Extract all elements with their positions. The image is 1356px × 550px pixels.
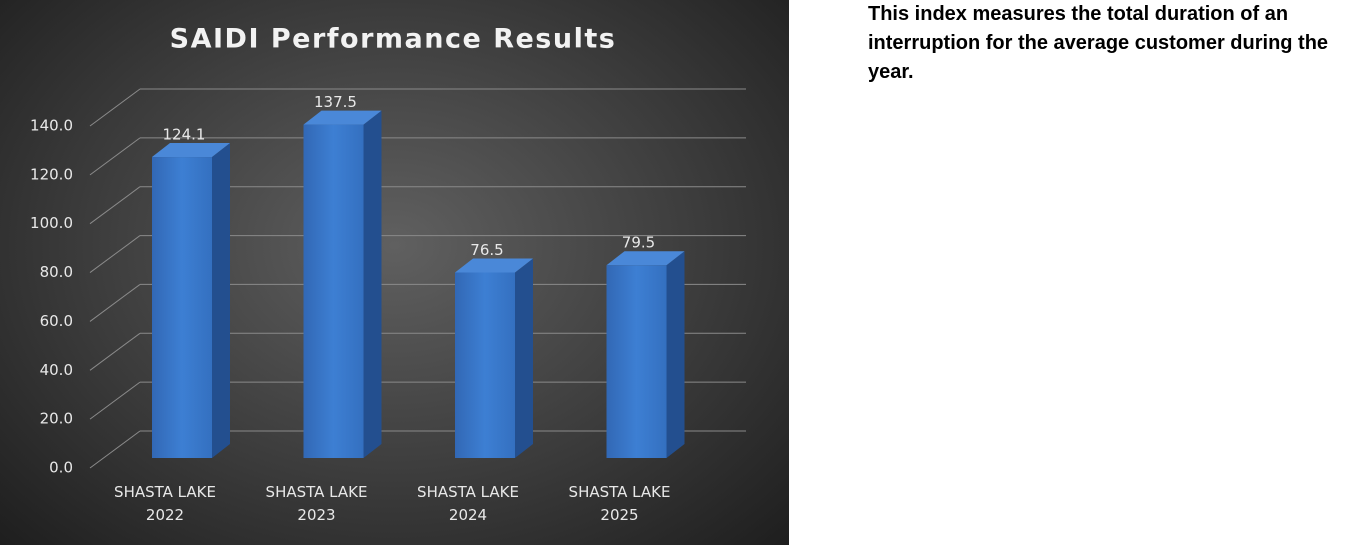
description: This index measures the total duration o…	[868, 3, 1329, 83]
y-tick-label: 100.0	[30, 214, 73, 232]
value-label: 137.5	[314, 93, 357, 111]
chart-panel: SAIDI Performance Results 0.0 20.0 40.0 60.…	[0, 0, 789, 545]
value-label: 79.5	[622, 234, 655, 252]
bar-top	[303, 110, 382, 125]
grid-line-side	[89, 332, 141, 371]
bar	[455, 272, 515, 458]
y-tick-label: 80.0	[40, 263, 73, 281]
grid-line-side	[89, 137, 141, 176]
bar	[606, 265, 667, 458]
grid-line-side	[89, 235, 141, 273]
grid-line-side	[89, 284, 141, 322]
y-tick-label: 60.0	[40, 312, 73, 330]
chart-title: SAIDI Performance Results	[170, 24, 617, 55]
bar-side	[666, 251, 685, 458]
x-tick-label: SHASTA LAKE 2022	[114, 483, 216, 524]
value-label: 76.5	[470, 241, 503, 259]
y-tick-label: 40.0	[40, 361, 73, 379]
x-tick-label: SHASTA LAKE 2025	[568, 483, 671, 524]
grid-line-side	[89, 88, 141, 127]
grid-line-side	[89, 430, 141, 469]
x-tick-label: SHASTA LAKE 2024	[417, 483, 519, 524]
bar	[303, 124, 364, 458]
chart: SAIDI Performance Results 0.0 20.0 40.0 60.…	[30, 24, 746, 477]
y-tick-label: 20.0	[40, 410, 73, 428]
bar-top	[152, 143, 230, 158]
x-tick-label: SHASTA LAKE 2023	[265, 483, 368, 524]
bar-side	[363, 110, 382, 458]
bar-side	[212, 143, 230, 458]
bar-side	[515, 258, 533, 458]
bar-top	[455, 258, 533, 273]
grid-line-side	[89, 381, 141, 420]
y-tick-label: 0.0	[49, 459, 73, 477]
y-tick-label: 140.0	[30, 117, 73, 135]
bar	[152, 157, 212, 458]
y-tick-label: 120.0	[30, 165, 73, 183]
value-label: 124.1	[163, 126, 206, 144]
bar-top	[606, 251, 685, 266]
grid-line-side	[89, 186, 141, 225]
